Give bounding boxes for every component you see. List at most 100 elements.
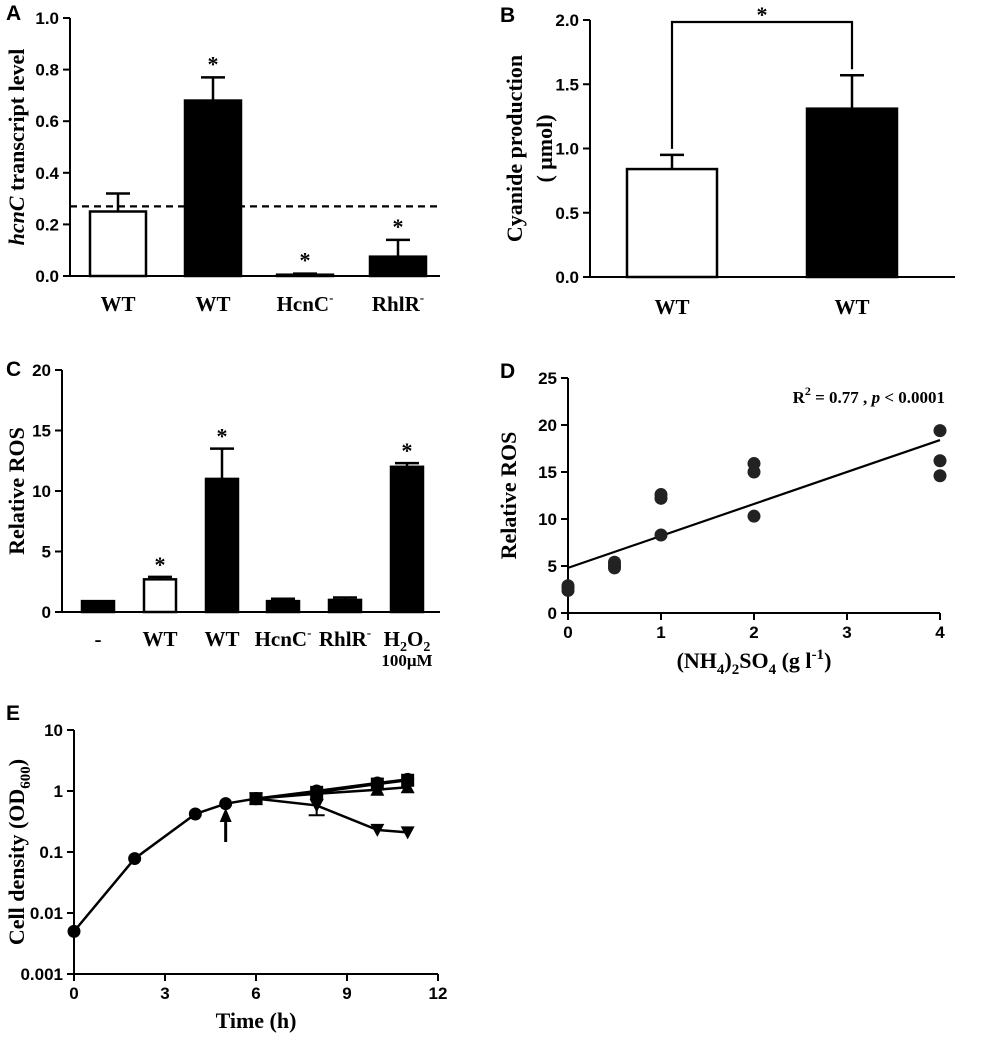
panel-b-y-tick-label: 2.0 bbox=[555, 11, 579, 30]
category-text: H bbox=[384, 627, 400, 651]
category-text: - bbox=[95, 627, 102, 651]
panel-e: E 0.001 0.01 0.1 1 10 0 3 6 9 12 Time (h) Cell densi… bbox=[4, 702, 447, 1033]
panel-a-y-title-rest: transcript level bbox=[4, 49, 29, 197]
panel-a-y-tick-label: 0.6 bbox=[35, 112, 59, 131]
significance-star: * bbox=[208, 51, 219, 76]
category-text: WT bbox=[204, 627, 239, 651]
marker-triangle-down bbox=[400, 826, 415, 840]
panel-c-category-label: WT bbox=[204, 627, 239, 651]
panel-e-x-tick-label: 6 bbox=[251, 984, 260, 1003]
panel-c-category-label: - bbox=[95, 627, 102, 651]
panel-b-category-label: WT bbox=[834, 295, 869, 319]
panel-a-y-title-italic: hcnC bbox=[4, 196, 29, 245]
category-text: WT bbox=[195, 292, 230, 316]
category-text: WT bbox=[100, 292, 135, 316]
series-line-triangle-down bbox=[255, 797, 408, 834]
marker-triangle-up bbox=[400, 780, 415, 794]
panel-c-y-tick-label: 15 bbox=[32, 422, 51, 441]
category-superscript: - bbox=[329, 290, 333, 305]
panel-a: A 0.0 0.2 0.4 0.6 0.8 1.0 hcnC transcript level… bbox=[4, 2, 440, 316]
panel-e-y-tick-label: 0.01 bbox=[30, 904, 63, 923]
panel-label-a: A bbox=[6, 2, 21, 25]
x-title-part: SO bbox=[739, 648, 768, 673]
panel-e-y-axis-title: Cell density (OD600) bbox=[4, 759, 34, 945]
bar-3 bbox=[265, 599, 301, 614]
panel-e-y-tick-label: 1 bbox=[54, 782, 63, 801]
marker-triangle-down bbox=[370, 823, 385, 837]
panel-a-category-label: RhlR- bbox=[372, 290, 424, 316]
y-title-subscript: 600 bbox=[18, 766, 34, 789]
panel-c-category-label: RhlR- bbox=[319, 625, 371, 651]
panel-label-b: B bbox=[500, 4, 515, 27]
x-title-part: 2 bbox=[732, 662, 740, 678]
panel-c-y-tick-label: 5 bbox=[42, 543, 51, 562]
panel-b-y-tick-label: 0.5 bbox=[555, 204, 579, 223]
bar-3 bbox=[368, 255, 428, 278]
bar-5 bbox=[389, 465, 425, 614]
r2-label: R bbox=[793, 388, 806, 407]
marker-circle bbox=[67, 924, 81, 938]
bar-0 bbox=[88, 210, 148, 278]
category-text: RhlR bbox=[372, 292, 421, 316]
panel-e-x-axis-title: Time (h) bbox=[216, 1008, 297, 1033]
bar-0 bbox=[80, 599, 116, 614]
marker-triangle-down bbox=[249, 792, 263, 806]
panel-d-y-tick-label: 10 bbox=[538, 510, 557, 529]
x-title-part: ) bbox=[724, 648, 731, 673]
panel-c-y-axis-title: Relative ROS bbox=[4, 427, 29, 555]
p-label: p bbox=[870, 388, 881, 407]
y-title-end: ) bbox=[4, 759, 29, 766]
panel-label-e: E bbox=[6, 702, 20, 725]
x-title-part: 4 bbox=[717, 662, 725, 678]
panel-d-y-tick-label: 20 bbox=[538, 416, 557, 435]
category-superscript: - bbox=[420, 290, 424, 305]
panel-d-x-tick-label: 0 bbox=[563, 623, 572, 642]
panel-a-y-tick-label: 1.0 bbox=[35, 9, 59, 28]
concentration-note: 100μM bbox=[381, 651, 432, 670]
category-text-2: O bbox=[407, 627, 423, 651]
regression-line bbox=[567, 438, 941, 569]
bar-1 bbox=[805, 107, 899, 279]
marker-circle bbox=[219, 797, 233, 811]
panel-a-category-label: WT bbox=[195, 292, 230, 316]
category-superscript: - bbox=[307, 625, 311, 640]
panel-b-y-title-line1: Cyanide production bbox=[502, 55, 527, 242]
category-subscript-2: 2 bbox=[423, 640, 430, 655]
bar-2 bbox=[204, 477, 240, 614]
category-text: HcnC bbox=[277, 292, 330, 316]
panel-c-y-tick-label: 20 bbox=[32, 361, 51, 380]
comparison-bracket bbox=[670, 20, 854, 149]
panel-a-category-label: HcnC- bbox=[277, 290, 334, 316]
panel-e-x-tick-label: 12 bbox=[429, 984, 448, 1003]
category-text: RhlR bbox=[319, 627, 368, 651]
category-subscript: 2 bbox=[400, 640, 407, 655]
marker-circle bbox=[128, 852, 142, 866]
x-title-part: (g l bbox=[776, 648, 811, 673]
panel-d-annotation: R2 = 0.77 , p < 0.0001 bbox=[793, 384, 945, 407]
panel-b-y-axis-title-2: ( μmol) bbox=[532, 114, 557, 182]
panel-c-category-label: WT bbox=[142, 627, 177, 651]
bar-4 bbox=[327, 598, 363, 614]
bar-1 bbox=[183, 99, 243, 278]
panel-e-y-tick-label: 10 bbox=[44, 721, 63, 740]
significance-star: * bbox=[300, 248, 311, 273]
panel-d-y-axis-title: Relative ROS bbox=[496, 432, 521, 560]
panel-c-category-label: HcnC- bbox=[255, 625, 312, 651]
panel-a-y-tick-label: 0.2 bbox=[35, 215, 59, 234]
panel-d-y-tick-label: 0 bbox=[548, 604, 557, 623]
scatter-point bbox=[933, 454, 947, 468]
panel-a-category-label: WT bbox=[100, 292, 135, 316]
significance-star: * bbox=[217, 424, 228, 449]
panel-label-d: D bbox=[500, 360, 515, 383]
panel-e-y-tick-label: 0.001 bbox=[20, 965, 63, 984]
category-text: WT bbox=[142, 627, 177, 651]
panel-d-y-tick-label: 5 bbox=[548, 557, 557, 576]
x-title-part: 4 bbox=[769, 662, 777, 678]
y-title-main: Cell density (OD bbox=[4, 789, 29, 945]
r2-value: = 0.77 , bbox=[811, 388, 867, 407]
panel-a-y-tick-label: 0.8 bbox=[35, 61, 59, 80]
panel-c-y-tick-label: 10 bbox=[32, 482, 51, 501]
x-title-part: (NH bbox=[677, 648, 717, 673]
panel-c-category-label: H2O2 bbox=[384, 627, 431, 655]
